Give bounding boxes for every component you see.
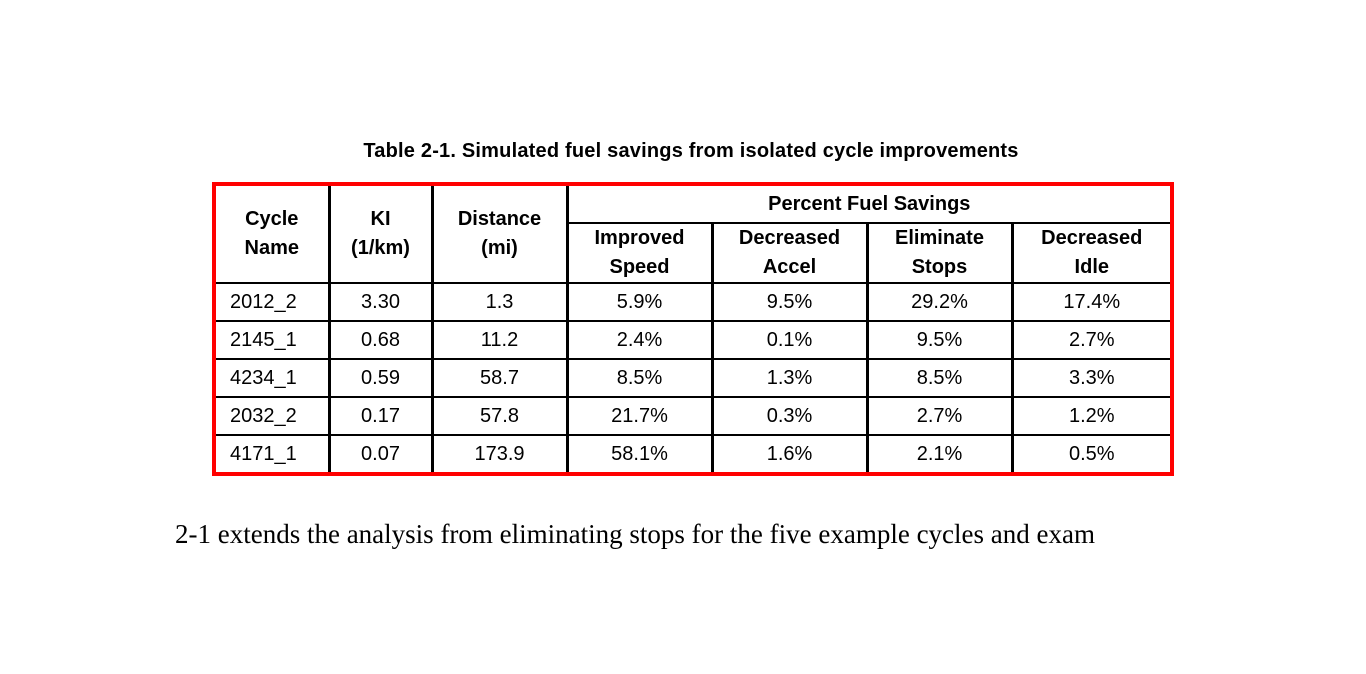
cell-improved-speed: 8.5%: [565, 358, 714, 398]
cell-eliminate-stops: 8.5%: [865, 358, 1014, 398]
column-header-eliminate-stops: Eliminate Stops: [865, 222, 1014, 284]
cell-ki: 3.30: [327, 282, 434, 322]
cell-ki: 0.17: [327, 396, 434, 436]
cell-ki: 0.59: [327, 358, 434, 398]
cell-decreased-idle: 2.7%: [1010, 320, 1174, 360]
cell-ki: 0.68: [327, 320, 434, 360]
column-header-distance: Distance (mi): [430, 183, 569, 284]
column-header-improved-speed: Improved Speed: [565, 222, 714, 284]
cell-distance: 173.9: [430, 434, 569, 475]
cell-decreased-idle: 17.4%: [1010, 282, 1174, 322]
cell-cycle-name: 2032_2: [212, 396, 331, 436]
table-title: Table 2-1. Simulated fuel savings from i…: [363, 140, 1019, 162]
cell-eliminate-stops: 2.7%: [865, 396, 1014, 436]
cell-decreased-idle: 3.3%: [1010, 358, 1174, 398]
cell-improved-speed: 5.9%: [565, 282, 714, 322]
cell-improved-speed: 58.1%: [565, 434, 714, 475]
cell-cycle-name: 4234_1: [212, 358, 331, 398]
cell-eliminate-stops: 2.1%: [865, 434, 1014, 475]
cell-distance: 11.2: [430, 320, 569, 360]
cell-distance: 1.3: [430, 282, 569, 322]
cell-decreased-accel: 0.3%: [710, 396, 869, 436]
fuel-savings-table: Cycle Name KI (1/km) Distance (mi) Perce…: [212, 182, 1175, 476]
cell-decreased-accel: 1.3%: [710, 358, 869, 398]
cell-distance: 57.8: [430, 396, 569, 436]
cell-eliminate-stops: 29.2%: [865, 282, 1014, 322]
table-row: 4171_1 0.07 173.9 58.1% 1.6% 2.1% 0.5%: [212, 434, 1174, 475]
cell-distance: 58.7: [430, 358, 569, 398]
table-row: 2032_2 0.17 57.8 21.7% 0.3% 2.7% 1.2%: [212, 396, 1174, 436]
column-header-ki: KI (1/km): [327, 183, 434, 284]
column-header-cycle-name: Cycle Name: [212, 183, 331, 284]
cell-decreased-accel: 9.5%: [710, 282, 869, 322]
body-text: 2-1 extends the analysis from eliminatin…: [175, 519, 1095, 549]
cell-cycle-name: 2012_2: [212, 282, 331, 322]
cell-improved-speed: 2.4%: [565, 320, 714, 360]
table-row: 4234_1 0.59 58.7 8.5% 1.3% 8.5% 3.3%: [212, 358, 1174, 398]
table-row: 2145_1 0.68 11.2 2.4% 0.1% 9.5% 2.7%: [212, 320, 1174, 360]
cell-decreased-idle: 1.2%: [1010, 396, 1174, 436]
cell-decreased-idle: 0.5%: [1010, 434, 1174, 475]
cell-cycle-name: 4171_1: [212, 434, 331, 475]
column-header-percent-fuel-savings: Percent Fuel Savings: [565, 183, 1174, 224]
cell-ki: 0.07: [327, 434, 434, 475]
table-row: 2012_2 3.30 1.3 5.9% 9.5% 29.2% 17.4%: [212, 282, 1174, 322]
column-header-decreased-idle: Decreased Idle: [1010, 222, 1174, 284]
column-header-decreased-accel: Decreased Accel: [710, 222, 869, 284]
header-row-group: Cycle Name KI (1/km) Distance (mi) Perce…: [212, 183, 1174, 284]
cell-improved-speed: 21.7%: [565, 396, 714, 436]
cell-decreased-accel: 0.1%: [710, 320, 869, 360]
cell-decreased-accel: 1.6%: [710, 434, 869, 475]
cell-eliminate-stops: 9.5%: [865, 320, 1014, 360]
header-row-sub: Improved Speed Decreased Accel Eliminate…: [214, 222, 1174, 284]
cell-cycle-name: 2145_1: [212, 320, 331, 360]
